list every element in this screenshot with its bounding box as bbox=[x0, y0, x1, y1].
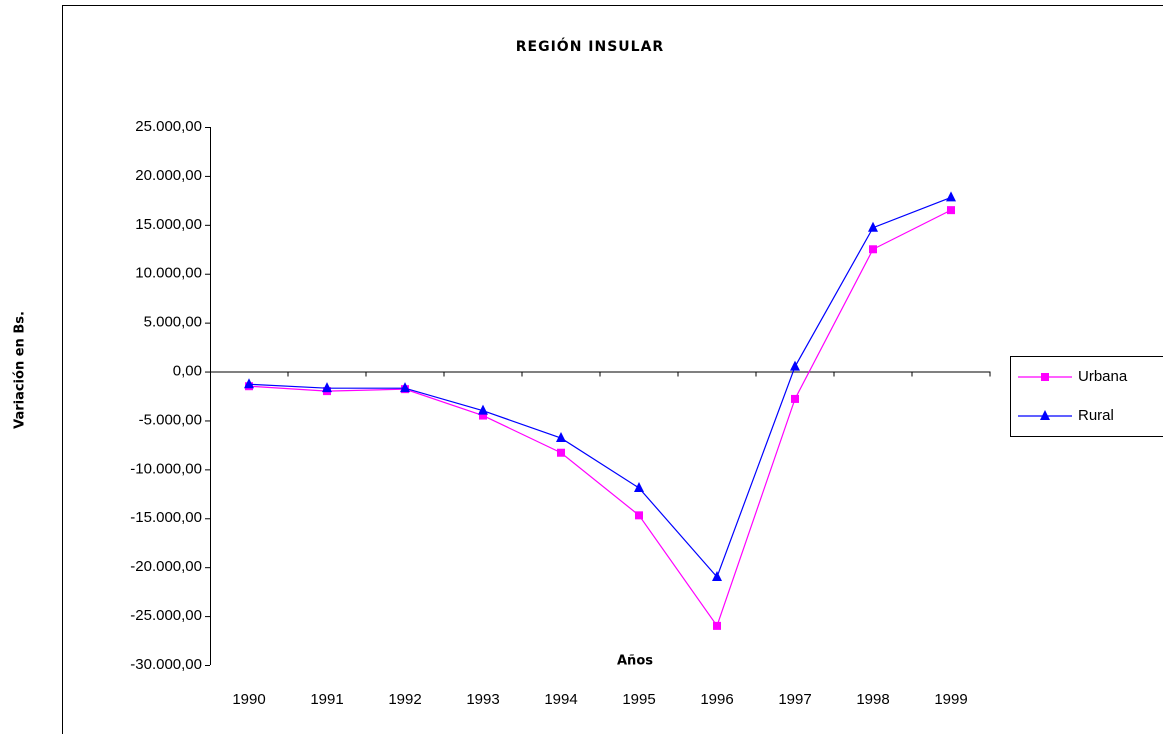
y-tick-label: 5.000,00 bbox=[144, 314, 202, 331]
x-tick-label: 1992 bbox=[388, 691, 421, 708]
data-point bbox=[400, 382, 410, 393]
data-point bbox=[946, 191, 956, 202]
x-tick-label: 1999 bbox=[934, 691, 967, 708]
x-tick-label: 1990 bbox=[232, 691, 265, 708]
data-point bbox=[947, 206, 955, 215]
data-point bbox=[790, 360, 800, 371]
x-tick-label: 1994 bbox=[544, 691, 577, 708]
series-line bbox=[248, 209, 952, 628]
x-tick-label: 1993 bbox=[466, 691, 499, 708]
x-tick-label: 1996 bbox=[700, 691, 733, 708]
legend-box bbox=[1010, 356, 1163, 437]
data-point bbox=[556, 432, 566, 443]
data-point bbox=[635, 511, 643, 520]
legend-marker bbox=[1040, 410, 1050, 420]
data-point bbox=[479, 411, 487, 420]
chart-title: REGIÓN INSULAR bbox=[516, 37, 664, 55]
data-point bbox=[634, 481, 644, 492]
y-tick-label: -5.000,00 bbox=[139, 411, 202, 428]
y-tick-label: 15.000,00 bbox=[135, 216, 202, 233]
data-point bbox=[712, 570, 722, 581]
y-tick-label: -30.000,00 bbox=[130, 656, 202, 673]
y-tick-label: -10.000,00 bbox=[130, 460, 202, 477]
x-tick-label: 1998 bbox=[856, 691, 889, 708]
y-tick-label: -25.000,00 bbox=[130, 607, 202, 624]
y-tick-label: 0,00 bbox=[173, 363, 202, 380]
y-tick-label: -15.000,00 bbox=[130, 509, 202, 526]
data-point bbox=[244, 378, 254, 389]
data-point bbox=[791, 394, 799, 403]
legend-label: Rural bbox=[1078, 407, 1114, 424]
legend-marker bbox=[1041, 373, 1049, 381]
legend-label: Urbana bbox=[1078, 368, 1128, 385]
y-tick-label: -20.000,00 bbox=[130, 558, 202, 575]
y-tick-label: 20.000,00 bbox=[135, 167, 202, 184]
x-axis-label: Años bbox=[617, 654, 653, 669]
x-tick-label: 1995 bbox=[622, 691, 655, 708]
x-tick-label: 1997 bbox=[778, 691, 811, 708]
y-tick-label: 25.000,00 bbox=[135, 118, 202, 135]
data-point bbox=[322, 382, 332, 393]
y-axis-label: Variación en Bs. bbox=[13, 311, 28, 429]
series-line bbox=[248, 196, 952, 579]
data-point bbox=[557, 448, 565, 457]
x-tick-label: 1991 bbox=[310, 691, 343, 708]
data-point bbox=[713, 621, 721, 630]
data-point bbox=[478, 404, 488, 415]
data-point bbox=[868, 221, 878, 232]
data-point bbox=[869, 245, 877, 254]
y-tick-label: 10.000,00 bbox=[135, 265, 202, 282]
chart-frame bbox=[62, 5, 1163, 734]
